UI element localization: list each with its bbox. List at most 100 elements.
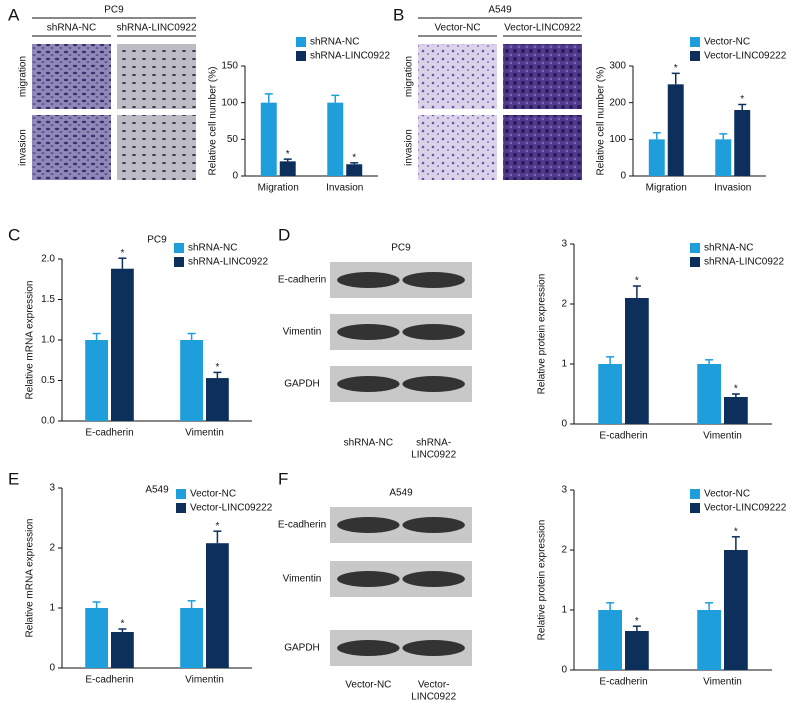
- y-tick-label: 1: [49, 603, 55, 614]
- blot-band: [402, 640, 465, 656]
- panel-letter: E: [8, 469, 19, 488]
- significance-mark: *: [734, 384, 738, 395]
- micrograph: [418, 44, 497, 109]
- row-label: E-cadherin: [278, 275, 326, 286]
- blot-title: A549: [389, 488, 413, 499]
- bar: [667, 84, 684, 176]
- row-label: migration: [404, 56, 415, 97]
- y-tick-label: 0: [232, 171, 238, 182]
- bar: [724, 397, 748, 424]
- legend-label: shRNA-NC: [188, 243, 237, 254]
- bar: [111, 268, 134, 421]
- x-tick-label: Vimentin: [185, 428, 224, 439]
- y-axis-label: Relative cell number (%): [596, 67, 607, 176]
- legend-label: shRNA-LINC0922: [704, 257, 784, 268]
- y-tick-label: 0.5: [41, 375, 55, 386]
- row-label: migration: [18, 56, 29, 97]
- micrograph: [503, 44, 582, 109]
- y-tick-label: 1.0: [41, 335, 55, 346]
- significance-mark: *: [120, 619, 124, 630]
- blot-band: [337, 517, 400, 533]
- bar: [697, 610, 721, 670]
- y-axis-label: Relative mRNA expression: [25, 281, 36, 400]
- significance-mark: *: [740, 94, 744, 105]
- column-label: Vector-NC: [434, 23, 480, 34]
- column-label: shRNA-LINC0922: [116, 23, 196, 34]
- row-label: GAPDH: [284, 379, 320, 390]
- row-label: Vimentin: [283, 574, 322, 585]
- significance-mark: *: [286, 149, 290, 160]
- x-tick-label: E-cadherin: [599, 677, 647, 688]
- legend-label: Vector-NC: [190, 489, 236, 500]
- legend-swatch: [174, 257, 184, 267]
- y-tick-label: 1: [561, 605, 567, 616]
- panel-letter: D: [278, 225, 290, 244]
- bar: [625, 298, 649, 424]
- legend-label: shRNA-LINC0922: [310, 51, 390, 62]
- x-tick-label: Vimentin: [703, 431, 742, 442]
- bar: [697, 364, 721, 424]
- chart-title: A549: [145, 485, 169, 496]
- legend-swatch: [690, 503, 700, 513]
- blot-band: [402, 272, 465, 288]
- blot-band: [402, 324, 465, 340]
- y-tick-label: 2.0: [41, 254, 55, 265]
- legend-swatch: [690, 489, 700, 499]
- bar: [206, 378, 229, 421]
- y-tick-label: 2: [561, 545, 567, 556]
- bar: [260, 102, 277, 176]
- panel-letter: F: [278, 469, 288, 488]
- y-axis-label: Relative protein expression: [537, 274, 548, 395]
- panel-letter: A: [8, 5, 20, 24]
- x-tick-label: Vimentin: [703, 677, 742, 688]
- micrograph: [418, 115, 497, 180]
- image-title: PC9: [104, 5, 124, 16]
- x-tick-label: E-cadherin: [85, 675, 133, 686]
- legend-swatch: [174, 243, 184, 253]
- panel-letter: C: [8, 225, 20, 244]
- bar: [327, 102, 344, 176]
- blot-band: [337, 571, 400, 587]
- y-tick-label: 100: [221, 97, 238, 108]
- bar: [598, 610, 622, 670]
- y-tick-label: 200: [609, 97, 626, 108]
- significance-mark: *: [734, 526, 738, 537]
- legend-swatch: [690, 243, 700, 253]
- x-tick-label: E-cadherin: [85, 428, 133, 439]
- y-tick-label: 3: [49, 483, 55, 494]
- blot-band: [337, 640, 400, 656]
- panel-letter: B: [393, 5, 404, 24]
- legend-swatch: [690, 37, 700, 47]
- significance-mark: *: [120, 248, 124, 259]
- blot-title: PC9: [391, 243, 411, 254]
- bar: [625, 631, 649, 670]
- bar: [724, 550, 748, 670]
- y-tick-label: 0: [561, 665, 567, 676]
- blot-band: [337, 324, 400, 340]
- column-label: shRNA-: [416, 438, 451, 449]
- blot-band: [337, 376, 400, 392]
- blot-band: [402, 517, 465, 533]
- blot-band: [402, 571, 465, 587]
- column-label: LINC0922: [411, 450, 456, 461]
- column-label: LINC0922: [411, 692, 456, 703]
- y-tick-label: 300: [609, 61, 626, 72]
- micrograph: [32, 44, 111, 109]
- legend-label: Vector-NC: [704, 489, 750, 500]
- y-tick-label: 2: [561, 299, 567, 310]
- micrograph: [32, 115, 111, 180]
- legend-label: shRNA-NC: [704, 243, 753, 254]
- bar: [206, 543, 229, 668]
- y-tick-label: 0: [620, 171, 626, 182]
- bar: [111, 632, 134, 668]
- chart-title: PC9: [147, 235, 167, 246]
- image-title: A549: [488, 5, 512, 16]
- bar: [85, 608, 108, 668]
- legend-label: shRNA-NC: [310, 37, 359, 48]
- column-label: shRNA-NC: [47, 23, 96, 34]
- blot-band: [337, 272, 400, 288]
- legend-swatch: [176, 489, 186, 499]
- bar: [180, 340, 203, 421]
- bar: [648, 139, 665, 176]
